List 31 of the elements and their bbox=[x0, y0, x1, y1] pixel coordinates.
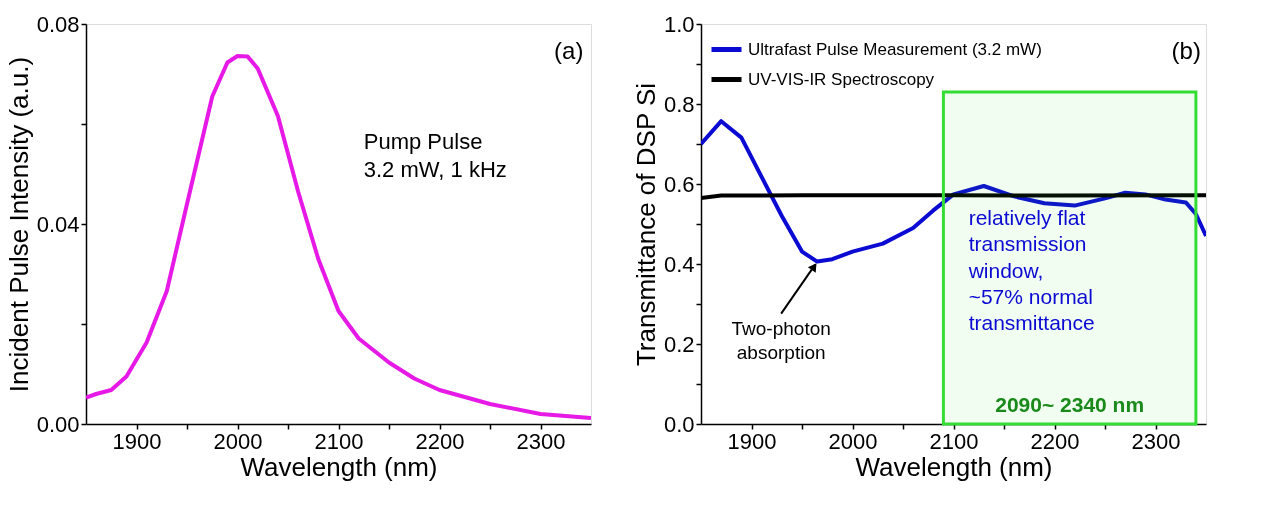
y-axis-title: Incident Pulse Intensity (a.u.) bbox=[3, 56, 34, 393]
annotation: relatively flat transmission window, ~57% normal transmittance bbox=[967, 206, 1095, 334]
x-axis-title: Wavelength (nm) bbox=[855, 451, 1053, 482]
x-tick-label: 1900 bbox=[112, 428, 162, 454]
y-tick-label: 0.0 bbox=[663, 411, 695, 437]
y-axis-title: Transmittance of DSP Si bbox=[630, 82, 661, 367]
band-label: 2090~ 2340 nm bbox=[995, 393, 1145, 416]
x-tick-label: 2200 bbox=[415, 428, 465, 454]
y-tick-label: 0.04 bbox=[36, 211, 80, 237]
x-tick-label: 1900 bbox=[727, 428, 777, 454]
x-tick-label: 2100 bbox=[314, 428, 364, 454]
y-tick-label: 0.00 bbox=[36, 411, 80, 437]
y-tick-label: 1.0 bbox=[663, 11, 695, 37]
annotation: (a) bbox=[554, 37, 584, 64]
x-tick-label: 2200 bbox=[1030, 428, 1080, 454]
y-tick-label: 0.6 bbox=[663, 171, 695, 197]
x-tick-label: 2300 bbox=[1131, 428, 1181, 454]
y-tick-label: 0.8 bbox=[663, 91, 695, 117]
x-tick-label: 2300 bbox=[516, 428, 566, 454]
annotation: Two-photon absorption bbox=[731, 317, 831, 363]
annotation: Pump Pulse 3.2 mW, 1 kHz bbox=[363, 129, 507, 182]
annotation: (b) bbox=[1171, 37, 1201, 64]
legend-label: Ultrafast Pulse Measurement (3.2 mW) bbox=[748, 39, 1042, 59]
y-tick-label: 0.4 bbox=[663, 251, 695, 277]
x-axis-title: Wavelength (nm) bbox=[240, 451, 438, 482]
x-tick-label: 2000 bbox=[213, 428, 263, 454]
y-tick-label: 0.08 bbox=[36, 11, 80, 37]
x-tick-label: 2000 bbox=[828, 428, 878, 454]
x-tick-label: 2100 bbox=[929, 428, 979, 454]
legend-label: UV-VIS-IR Spectroscopy bbox=[748, 69, 935, 89]
y-tick-label: 0.2 bbox=[663, 331, 695, 357]
